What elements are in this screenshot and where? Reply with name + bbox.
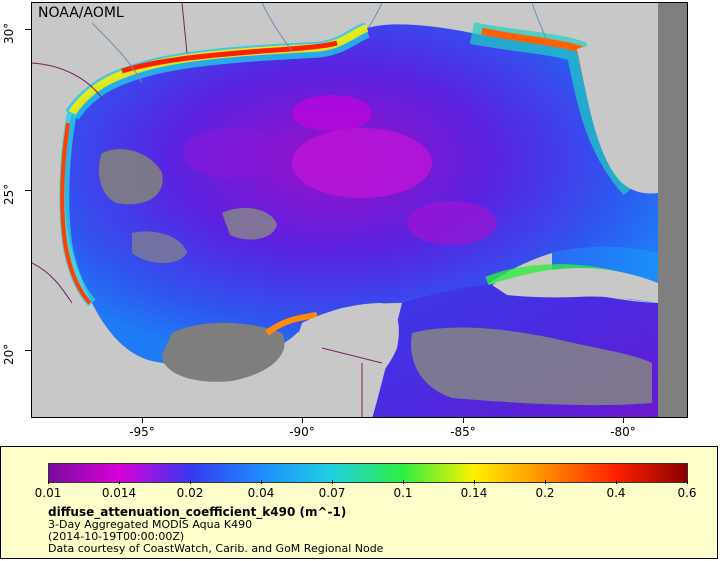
date-text: (2014-10-19T00:00:00Z): [48, 530, 185, 543]
lat-tick: [25, 350, 31, 351]
colorbar-label: 0.01: [34, 486, 62, 500]
cloud-patch: [132, 231, 187, 264]
colorbar-label: 0.14: [460, 486, 488, 500]
lon-label-80: -80°: [610, 425, 636, 439]
coastal-turbid-band: [121, 40, 338, 74]
florida-peninsula: [577, 42, 658, 194]
colorbar-label: 0.04: [247, 486, 275, 500]
colorbar-tick: [261, 480, 262, 484]
river: [91, 22, 143, 84]
colorbar: [48, 463, 688, 483]
colorbar-tick: [119, 480, 120, 484]
colorbar-label: 0.07: [318, 486, 346, 500]
no-data-strip: [658, 3, 687, 417]
state-boundary: [32, 62, 103, 99]
lat-label-25: 25°: [2, 183, 16, 205]
lon-tick: [623, 417, 624, 423]
lon-label-85: -85°: [450, 425, 476, 439]
product-description: 3-Day Aggregated MODIS Aqua K490: [48, 518, 253, 531]
state-boundary: [181, 3, 188, 54]
lon-label-90: -90°: [289, 425, 315, 439]
cloud-patch: [162, 322, 285, 382]
credit-text: Data courtesy of CoastWatch, Carib. and …: [48, 542, 384, 555]
colorbar-label: 0.014: [101, 486, 137, 500]
cloud-patch: [411, 327, 652, 406]
variable-title: diffuse_attenuation_coefficient_k490 (m^…: [48, 505, 347, 519]
colorbar-label: 0.6: [677, 486, 697, 500]
colorbar-tick: [687, 480, 688, 484]
low-k490-region: [292, 128, 432, 198]
low-k490-region: [407, 201, 497, 245]
coastal-turbid-band: [60, 122, 92, 305]
lon-tick: [463, 417, 464, 423]
map-image: [32, 3, 687, 417]
state-boundary: [32, 262, 73, 304]
low-k490-region: [292, 95, 372, 131]
river: [261, 3, 293, 52]
lon-tick: [302, 417, 303, 423]
yucatan-peninsula: [294, 303, 399, 403]
map-panel: NOAA/AOML: [31, 2, 688, 418]
colorbar-tick: [190, 480, 191, 484]
river: [367, 3, 383, 29]
colorbar-label: 0.4: [606, 486, 626, 500]
lat-tick: [25, 190, 31, 191]
lon-tick: [142, 417, 143, 423]
lat-label-30: 30°: [2, 22, 16, 44]
org-label: NOAA/AOML: [38, 5, 124, 21]
colorbar-tick: [332, 480, 333, 484]
colorbar-tick: [474, 480, 475, 484]
colorbar-tick: [48, 480, 49, 484]
lat-label-20: 20°: [2, 343, 16, 365]
lat-tick: [25, 29, 31, 30]
cloud-patch: [222, 207, 277, 240]
state-boundary: [321, 347, 383, 364]
colorbar-tick: [616, 480, 617, 484]
colorbar-label: 0.1: [393, 486, 413, 500]
lon-label-95: -95°: [129, 425, 155, 439]
low-k490-region: [182, 128, 282, 178]
colorbar-tick: [403, 480, 404, 484]
colorbar-tick: [545, 480, 546, 484]
cloud-patch: [98, 149, 163, 205]
river: [531, 3, 548, 42]
colorbar-label: 0.02: [176, 486, 204, 500]
coastal-turbid-band: [265, 312, 318, 336]
cuba-island: [492, 267, 658, 303]
colorbar-label: 0.2: [535, 486, 555, 500]
